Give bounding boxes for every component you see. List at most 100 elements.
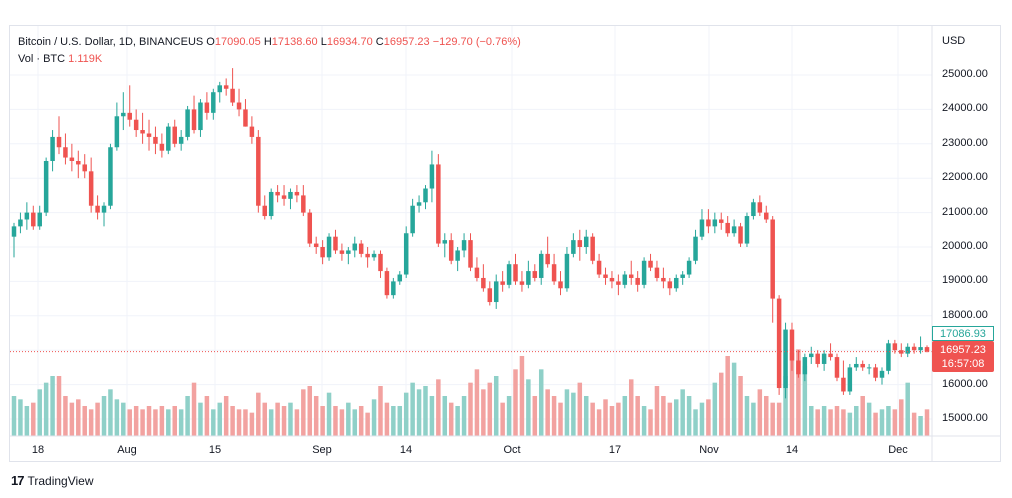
volume-bar: [127, 409, 132, 436]
volume-bar: [172, 406, 177, 436]
volume-bar: [731, 362, 737, 436]
open-label: O: [206, 36, 215, 48]
candle-body: [185, 109, 190, 137]
candle-body: [288, 191, 293, 199]
candle-body: [358, 243, 364, 254]
volume-bar: [339, 409, 345, 436]
volume-bar: [108, 389, 113, 436]
candle-body: [275, 191, 280, 196]
volume-bar: [667, 402, 673, 436]
volume-bar: [429, 396, 435, 436]
volume-bar: [680, 389, 685, 436]
candle-body: [770, 219, 775, 299]
candle-body: [56, 136, 62, 148]
candle-body: [474, 267, 480, 278]
candle-body: [11, 226, 17, 237]
volume-bar: [616, 402, 621, 436]
volume-bar: [821, 406, 827, 436]
volume-bar: [391, 406, 396, 436]
candle-body: [198, 102, 203, 131]
volume-bar: [892, 409, 898, 436]
candle-body: [628, 274, 634, 278]
candle-body: [731, 226, 737, 234]
volume-label[interactable]: Vol · BTC: [18, 53, 66, 65]
volume-bar: [121, 402, 126, 436]
volume-bar: [654, 386, 660, 436]
volume-bar: [346, 402, 351, 436]
candle-body: [108, 147, 113, 206]
volume-bar: [815, 409, 820, 436]
candle-body: [719, 219, 724, 223]
price-tick-label: 25000.00: [942, 68, 988, 80]
volume-bar: [378, 386, 383, 436]
candle-body: [532, 271, 538, 278]
volume-bar: [11, 396, 17, 436]
volume-bar: [223, 396, 229, 436]
symbol-title[interactable]: Bitcoin / U.S. Dollar, 1D, BINANCEUS: [18, 36, 204, 48]
volume-bar: [384, 402, 390, 436]
candle-body: [577, 240, 583, 247]
candle-body: [204, 102, 210, 113]
candle-body: [603, 274, 608, 278]
candle-body: [114, 116, 120, 148]
candle-body: [301, 195, 306, 213]
volume-bar: [358, 406, 364, 436]
candle-body: [468, 240, 473, 268]
time-tick-label: 18: [31, 444, 45, 456]
volume-bar: [583, 396, 589, 436]
open-value: 17090.05: [214, 36, 261, 48]
volume-bar: [436, 379, 441, 436]
volume-bar: [18, 399, 23, 436]
time-tick-label: 15: [208, 444, 222, 456]
volume-bar: [236, 409, 242, 436]
candle-body: [886, 343, 891, 371]
candle-body: [268, 191, 274, 217]
candle-body: [506, 264, 512, 285]
candle-body: [455, 250, 460, 261]
time-tick-label: 14: [785, 444, 799, 456]
candle-body: [789, 329, 795, 361]
currency-label[interactable]: USD: [942, 35, 966, 47]
candle-body: [622, 274, 628, 285]
volume-bar: [609, 406, 615, 436]
volume-bar: [847, 412, 853, 436]
tradingview-footer[interactable]: 17 TradingView: [11, 473, 94, 488]
candle-body: [262, 205, 268, 217]
candle-body: [69, 157, 75, 161]
volume-bar: [371, 399, 377, 436]
volume-bar: [564, 389, 570, 436]
time-tick-label: Aug: [117, 444, 137, 456]
candle-body: [230, 88, 235, 103]
candle-body: [442, 240, 448, 244]
volume-bar: [789, 352, 795, 436]
volume-bar: [776, 402, 782, 436]
volume-bar: [397, 406, 403, 436]
candle-body: [333, 236, 338, 251]
candle-body: [217, 85, 222, 93]
volume-bar: [783, 376, 788, 436]
candle-body: [699, 219, 705, 237]
time-tick-label: Oct: [503, 444, 521, 456]
candle-body: [191, 109, 197, 131]
ohlc-legend: Bitcoin / U.S. Dollar, 1D, BINANCEUS O17…: [18, 35, 521, 49]
high-label: H: [263, 36, 272, 48]
candle-body: [159, 143, 165, 151]
volume-bar: [596, 409, 602, 436]
volume-bar: [320, 406, 325, 436]
time-tick-label: Nov: [699, 444, 719, 456]
candle-body: [924, 347, 930, 352]
volume-bar: [365, 412, 370, 436]
candle-body: [873, 367, 878, 378]
volume-bar: [204, 396, 210, 436]
candle-body: [307, 212, 313, 244]
volume-legend: Vol · BTC 1.119K: [18, 53, 102, 65]
time-tick-label: Dec: [888, 444, 908, 456]
candle-body: [648, 260, 653, 268]
volume-bar: [699, 402, 705, 436]
candle-body: [641, 260, 647, 285]
volume-bar: [641, 406, 647, 436]
candle-body: [828, 353, 833, 358]
candle-body: [616, 281, 621, 285]
volume-bar: [31, 402, 36, 436]
